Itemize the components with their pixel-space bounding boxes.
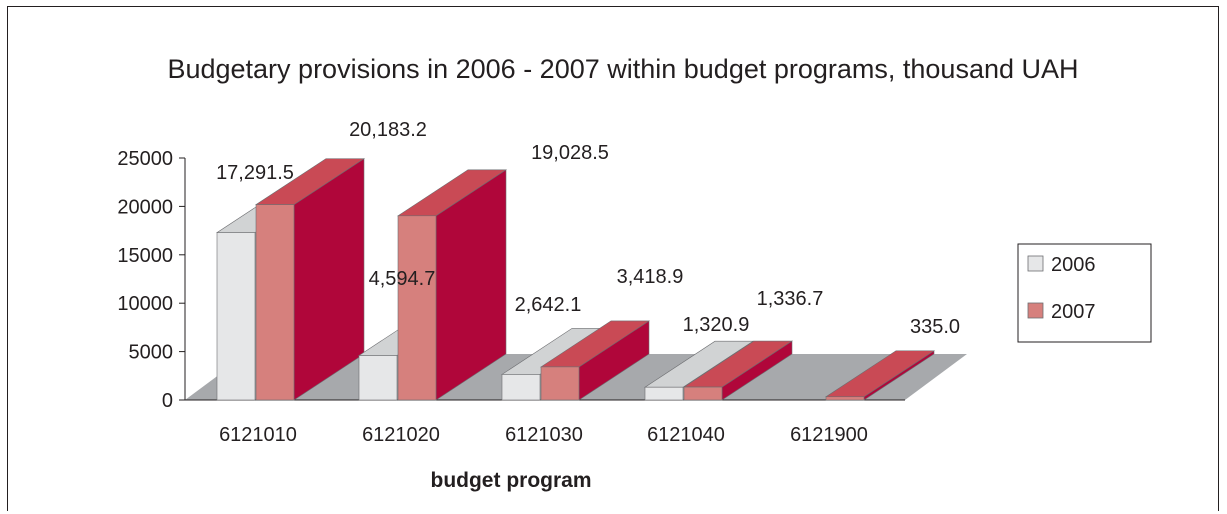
data-label-2007-6121020: 19,028.5	[531, 142, 609, 164]
chart-title: Budgetary provisions in 2006 - 2007 with…	[167, 54, 1078, 84]
data-label-2007-6121040: 1,336.7	[757, 288, 824, 310]
x-tick-label: 6121040	[647, 424, 725, 446]
bar-2007-6121900	[825, 396, 865, 401]
legend-swatch-2006	[1027, 255, 1044, 272]
bar-2006-6121010	[216, 232, 256, 401]
bars	[215, 158, 936, 401]
bar-2006-6121020	[358, 355, 398, 401]
y-tick-label: 15000	[117, 245, 173, 267]
y-tick-label: 10000	[117, 293, 173, 315]
data-labels: 17,291.5 20,183.2 4,594.7 19,028.5 2,642.1 3,…	[216, 119, 960, 338]
chart-frame	[7, 6, 1219, 511]
legend-swatch-2007	[1027, 302, 1044, 319]
y-tick-label: 5000	[129, 342, 174, 364]
bar-2007-6121040	[683, 386, 723, 401]
x-tick-label: 6121010	[219, 424, 297, 446]
bar-2006-6121040	[644, 386, 684, 401]
bar-2007-6121020	[397, 215, 437, 401]
y-tick-label: 25000	[117, 148, 173, 170]
x-tick-label: 6121030	[505, 424, 583, 446]
x-tick-label: 6121900	[790, 424, 868, 446]
legend-label-2007: 2007	[1051, 301, 1096, 323]
y-tick-label: 20000	[117, 196, 173, 218]
y-tick-label: 0	[162, 390, 173, 412]
legend-label-2006: 2006	[1051, 254, 1096, 276]
data-label-2006-6121010: 17,291.5	[216, 162, 294, 184]
data-label-2006-6121020: 4,594.7	[369, 268, 436, 290]
data-label-2006-6121040: 1,320.9	[683, 314, 750, 336]
bar-2007-6121030	[540, 366, 580, 401]
legend: 2006 2007	[1017, 243, 1152, 343]
data-label-2007-6121010: 20,183.2	[349, 119, 427, 141]
bar-2006-6121030	[501, 374, 541, 401]
data-label-2007-6121030: 3,418.9	[617, 266, 684, 288]
bar-2007-6121010	[255, 204, 295, 401]
data-label-2006-6121030: 2,642.1	[515, 294, 582, 316]
y-axis: 0 5000 10000 15000 20000 25000	[117, 148, 186, 412]
x-tick-label: 6121020	[362, 424, 440, 446]
x-axis: 6121010 6121020 6121030 6121040 6121900	[219, 424, 868, 446]
x-axis-label: budget program	[431, 469, 592, 492]
data-label-2007-6121900: 335.0	[910, 316, 960, 338]
